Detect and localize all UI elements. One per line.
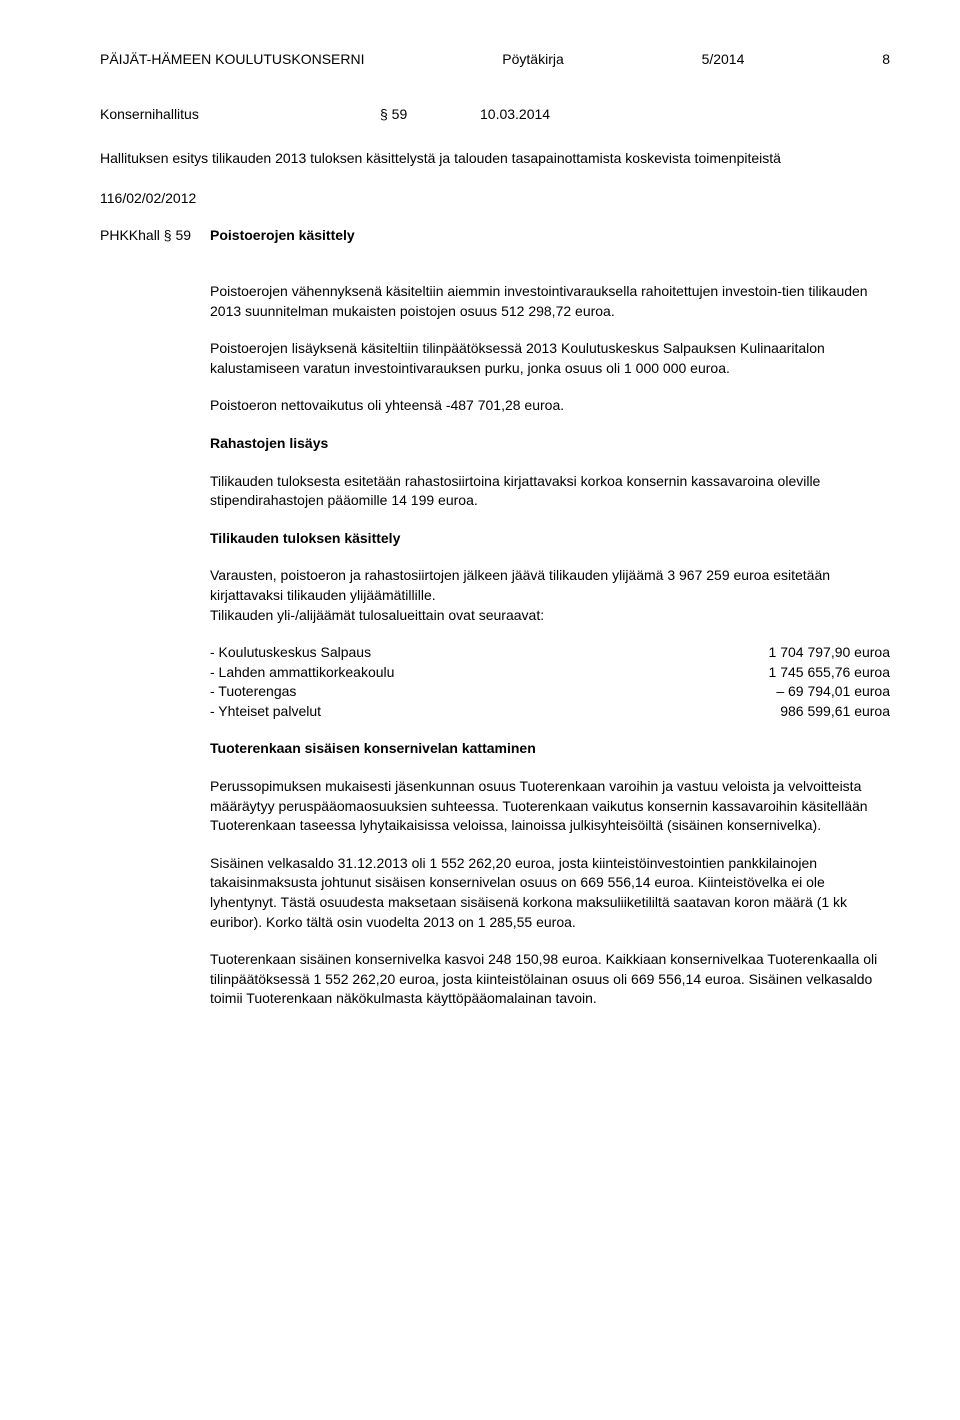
financial-value-0: 1 704 797,90 euroa [710,643,890,663]
rahastot-heading: Rahastojen lisäys [210,434,890,454]
rahastot-p1: Tilikauden tuloksesta esitetään rahastos… [210,472,890,511]
poistoerot-heading: Poistoerojen käsittely [210,226,890,246]
section-number: § 59 [380,105,480,125]
tuoterengas-p1: Perussopimuksen mukaisesti jäsenkunnan o… [210,777,890,836]
financial-label-1: - Lahden ammattikorkeakoulu [210,663,710,683]
page-header: PÄIJÄT-HÄMEEN KOULUTUSKONSERNI Pöytäkirj… [100,50,890,70]
financial-row-3: - Yhteiset palvelut 986 599,61 euroa [210,702,890,722]
organization-name: PÄIJÄT-HÄMEEN KOULUTUSKONSERNI [100,50,365,70]
poistoerot-p3: Poistoeron nettovaikutus oli yhteensä -4… [210,396,890,416]
tuoterengas-p3: Tuoterenkaan sisäinen konsernivelka kasv… [210,950,890,1009]
tuoterengas-p2: Sisäinen velkasaldo 31.12.2013 oli 1 552… [210,854,890,932]
page-number: 8 [882,50,890,70]
financial-breakdown: - Koulutuskeskus Salpaus 1 704 797,90 eu… [210,643,890,721]
financial-value-2: – 69 794,01 euroa [710,682,890,702]
content-body: Poistoerojen käsittely [210,226,890,264]
tulos-p2: Tilikauden yli-/alijäämät tulosalueittai… [210,606,890,626]
financial-value-3: 986 599,61 euroa [710,702,890,722]
left-margin-label: PHKKhall § 59 [100,226,210,264]
financial-row-2: - Tuoterengas – 69 794,01 euroa [210,682,890,702]
financial-label-2: - Tuoterengas [210,682,710,702]
financial-row-0: - Koulutuskeskus Salpaus 1 704 797,90 eu… [210,643,890,663]
doc-type: Pöytäkirja [502,50,563,70]
document-title: Hallituksen esitys tilikauden 2013 tulok… [100,149,890,169]
poistoerot-p2: Poistoerojen lisäyksenä käsiteltiin tili… [210,339,890,378]
reference-number: 116/02/02/2012 [100,189,890,209]
tuoterengas-heading: Tuoterenkaan sisäisen konsernivelan katt… [210,739,890,759]
doc-number: 5/2014 [702,50,745,70]
financial-value-1: 1 745 655,76 euroa [710,663,890,683]
content-start: PHKKhall § 59 Poistoerojen käsittely [100,226,890,264]
financial-row-1: - Lahden ammattikorkeakoulu 1 745 655,76… [210,663,890,683]
section-label: Konsernihallitus [100,105,380,125]
poistoerot-content: Poistoerojen vähennyksenä käsiteltiin ai… [210,282,890,1009]
financial-label-0: - Koulutuskeskus Salpaus [210,643,710,663]
poistoerot-p1: Poistoerojen vähennyksenä käsiteltiin ai… [210,282,890,321]
section-date: 10.03.2014 [480,105,550,125]
tulos-p1: Varausten, poistoeron ja rahastosiirtoje… [210,566,890,605]
financial-label-3: - Yhteiset palvelut [210,702,710,722]
tulos-heading: Tilikauden tuloksen käsittely [210,529,890,549]
section-info: Konsernihallitus § 59 10.03.2014 [100,105,890,125]
